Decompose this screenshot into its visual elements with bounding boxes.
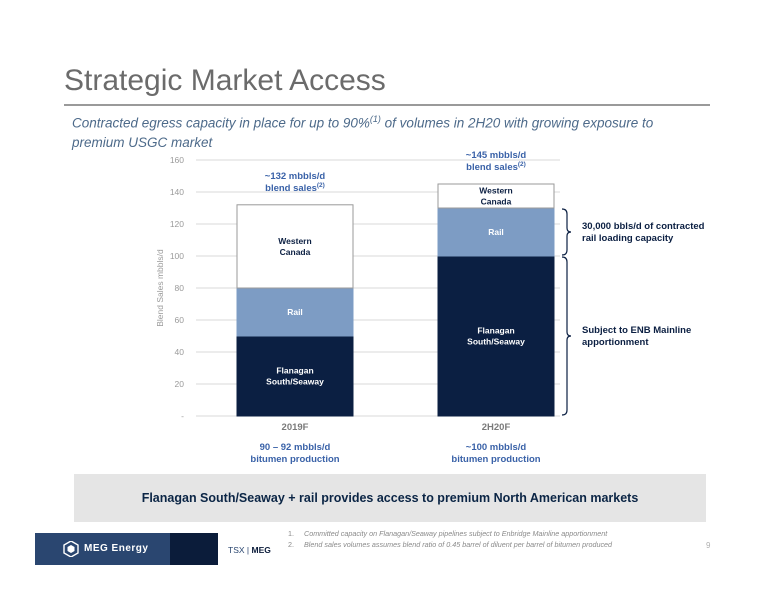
footer-logo-bar — [35, 533, 170, 565]
x-category-label: 2019F — [282, 422, 309, 433]
bar-segment — [437, 183, 555, 209]
page-title: Strategic Market Access — [64, 64, 386, 97]
bottom-label-line2: bitumen production — [451, 454, 540, 465]
bar-segment — [236, 204, 354, 289]
annotation-text: Subject to ENB Mainline — [582, 325, 691, 336]
footer-accent-bar — [170, 533, 218, 565]
subtitle-rest: of volumes in 2H20 with growing exposure… — [72, 115, 654, 150]
footnote-text: Blend sales volumes assumes blend ratio … — [304, 540, 613, 549]
annotation-brace — [561, 208, 572, 256]
y-tick-label: 60 — [175, 315, 185, 325]
y-tick-label: 40 — [175, 347, 185, 357]
x-category-label: 2H20F — [482, 422, 511, 433]
bottom-label-line1: ~100 mbbls/d — [466, 442, 527, 453]
ticker-symbol: MEG — [251, 545, 271, 555]
meg-logo-icon — [63, 541, 79, 557]
y-tick-label: 80 — [175, 283, 185, 293]
footnote-number: 1. — [288, 529, 294, 538]
top-label-line2: blend sales(2) — [265, 182, 325, 194]
footnote-2: 2. Blend sales volumes assumes blend rati… — [288, 539, 708, 550]
segment-label: Flanagan — [477, 326, 514, 336]
bar-segment — [437, 207, 555, 257]
top-label-line2: blend sales(2) — [466, 161, 526, 173]
bar-segment — [437, 255, 555, 417]
top-label-footnote-ref: (2) — [518, 161, 526, 168]
annotation-brace — [561, 256, 572, 416]
stock-ticker: TSX | MEG — [228, 545, 271, 555]
bottom-label-line2: bitumen production — [250, 454, 339, 465]
y-tick-label: 20 — [175, 379, 185, 389]
segment-label: Flanagan — [276, 366, 313, 376]
bottom-label-line1: 90 – 92 mbbls/d — [260, 442, 331, 453]
y-tick-label: 160 — [170, 155, 184, 165]
y-axis-label: Blend Sales mbbls/d — [155, 249, 165, 327]
footnote-1: 1. Committed capacity on Flanagan/Seaway … — [288, 528, 708, 539]
segment-label: Rail — [488, 227, 504, 237]
footnote-text: Committed capacity on Flanagan/Seaway pi… — [304, 529, 608, 538]
page-number: 9 — [706, 541, 711, 550]
bar-segment — [236, 335, 354, 417]
subtitle-footnote-ref: (1) — [369, 114, 381, 124]
segment-label: Western — [479, 186, 512, 196]
top-label-footnote-ref: (2) — [317, 182, 325, 189]
top-label-line1: ~132 mbbls/d — [265, 171, 326, 182]
footnote-number: 2. — [288, 540, 294, 549]
y-tick-label: 120 — [170, 219, 184, 229]
segment-label: Canada — [280, 247, 311, 257]
ticker-exchange: TSX — [228, 545, 245, 555]
annotation-text: rail loading capacity — [582, 233, 674, 244]
y-tick-label: - — [181, 411, 184, 421]
top-label-text: blend sales — [466, 162, 518, 173]
title-divider — [64, 104, 710, 106]
segment-label: Western — [278, 236, 311, 246]
segment-label: Rail — [287, 307, 303, 317]
page-subtitle: Contracted egress capacity in place for … — [72, 110, 692, 152]
y-tick-label: 140 — [170, 187, 184, 197]
annotation-text: 30,000 bbls/d of contracted — [582, 221, 705, 232]
footnotes: 1. Committed capacity on Flanagan/Seaway … — [288, 528, 708, 550]
callout-box: Flanagan South/Seaway + rail provides ac… — [74, 474, 706, 522]
top-label-line1: ~145 mbbls/d — [466, 150, 527, 161]
segment-label: Canada — [481, 197, 512, 207]
annotation-text: apportionment — [582, 337, 649, 348]
segment-label: South/Seaway — [266, 377, 324, 387]
bar-segment — [236, 287, 354, 337]
top-label-text: blend sales — [265, 183, 317, 194]
ticker-separator: | — [246, 545, 250, 555]
logo-text: MEG Energy — [84, 543, 149, 554]
subtitle-main: Contracted egress capacity in place for … — [72, 115, 370, 131]
segment-label: South/Seaway — [467, 337, 525, 347]
y-tick-label: 100 — [170, 251, 184, 261]
